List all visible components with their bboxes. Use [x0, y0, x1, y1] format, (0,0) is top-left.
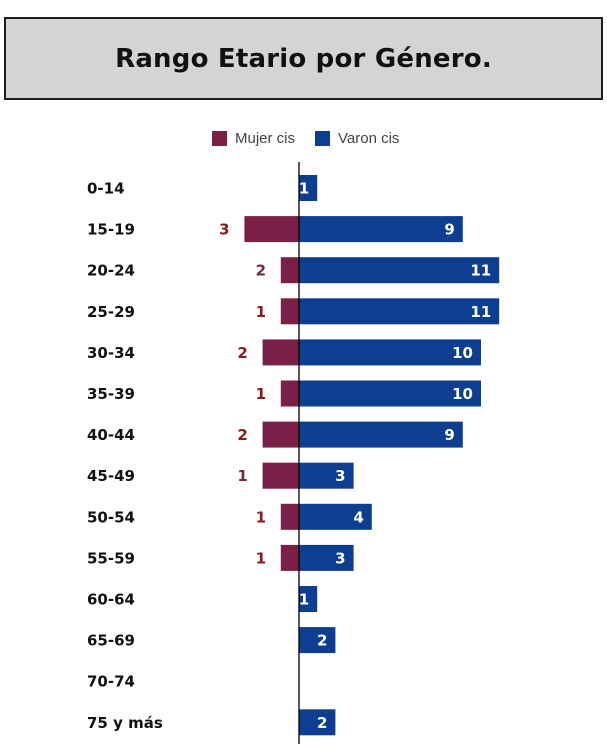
- data-label-varon-60-64: 1: [299, 591, 309, 609]
- bar-varon-75-y-más: [299, 709, 336, 736]
- data-label-varon-40-44: 9: [444, 426, 454, 444]
- title-box: Rango Etario por Género.: [4, 17, 603, 100]
- category-label-50-54: 50-54: [87, 508, 135, 526]
- bar-mujer-25-29: [280, 298, 299, 325]
- category-label-35-39: 35-39: [87, 385, 135, 403]
- category-label-0-14: 0-14: [87, 180, 125, 198]
- category-label-70-74: 70-74: [87, 673, 135, 691]
- category-label-55-59: 55-59: [87, 549, 135, 567]
- bar-mujer-35-39: [280, 380, 299, 407]
- data-label-varon-0-14: 1: [299, 180, 309, 198]
- bar-varon-55-59: [299, 544, 354, 571]
- category-label-65-69: 65-69: [87, 632, 135, 650]
- data-label-varon-20-24: 11: [470, 262, 491, 280]
- data-label-varon-25-29: 11: [470, 303, 491, 321]
- data-label-mujer-55-59: 1: [256, 549, 266, 567]
- bar-mujer-30-34: [262, 339, 299, 366]
- bar-varon-65-69: [299, 627, 336, 654]
- category-label-60-64: 60-64: [87, 591, 135, 609]
- data-label-mujer-15-19: 3: [219, 221, 229, 239]
- bar-mujer-20-24: [280, 257, 299, 284]
- bar-mujer-50-54: [280, 503, 299, 530]
- bar-varon-50-54: [299, 503, 372, 530]
- data-label-mujer-40-44: 2: [237, 426, 247, 444]
- data-label-mujer-50-54: 1: [256, 508, 266, 526]
- category-label-15-19: 15-19: [87, 221, 135, 239]
- legend: Mujer cis Varon cis: [212, 128, 419, 148]
- bar-varon-25-29: [299, 298, 500, 325]
- category-label-20-24: 20-24: [87, 262, 135, 280]
- bar-mujer-40-44: [262, 421, 299, 448]
- bar-varon-30-34: [299, 339, 481, 366]
- category-label-45-49: 45-49: [87, 467, 135, 485]
- data-label-mujer-25-29: 1: [256, 303, 266, 321]
- data-label-mujer-20-24: 2: [256, 262, 266, 280]
- bar-varon-20-24: [299, 257, 500, 284]
- bar-varon-60-64: [299, 586, 318, 612]
- data-label-varon-55-59: 3: [335, 549, 345, 567]
- legend-swatch-varon: [315, 130, 331, 146]
- legend-label-varon: Varon cis: [338, 129, 400, 147]
- data-label-varon-35-39: 10: [452, 385, 473, 403]
- bar-varon-15-19: [299, 216, 463, 243]
- data-label-mujer-45-49: 1: [237, 467, 247, 485]
- category-label-40-44: 40-44: [87, 426, 135, 444]
- data-label-varon-75-y-más: 2: [317, 714, 327, 732]
- chart-title: Rango Etario por Género.: [115, 43, 492, 74]
- bar-mujer-55-59: [280, 544, 299, 571]
- legend-item-mujer: Mujer cis: [212, 130, 295, 147]
- data-label-varon-65-69: 2: [317, 632, 327, 650]
- data-label-mujer-30-34: 2: [237, 344, 247, 362]
- category-label-25-29: 25-29: [87, 303, 135, 321]
- legend-swatch-mujer: [212, 130, 227, 146]
- legend-item-varon: Varon cis: [315, 130, 399, 147]
- bar-varon-35-39: [299, 380, 481, 407]
- data-label-varon-15-19: 9: [444, 221, 454, 239]
- category-label-30-34: 30-34: [87, 344, 135, 362]
- bar-mujer-15-19: [244, 216, 299, 243]
- legend-label-mujer: Mujer cis: [235, 129, 296, 147]
- data-label-varon-30-34: 10: [452, 344, 473, 362]
- data-label-varon-45-49: 3: [335, 467, 345, 485]
- data-label-mujer-35-39: 1: [256, 385, 266, 403]
- category-label-75-y-más: 75 y más: [87, 714, 163, 732]
- bar-mujer-45-49: [262, 462, 299, 489]
- bar-varon-45-49: [299, 462, 354, 489]
- data-label-varon-50-54: 4: [353, 508, 363, 526]
- bar-varon-40-44: [299, 421, 463, 448]
- bar-varon-0-14: [299, 175, 318, 201]
